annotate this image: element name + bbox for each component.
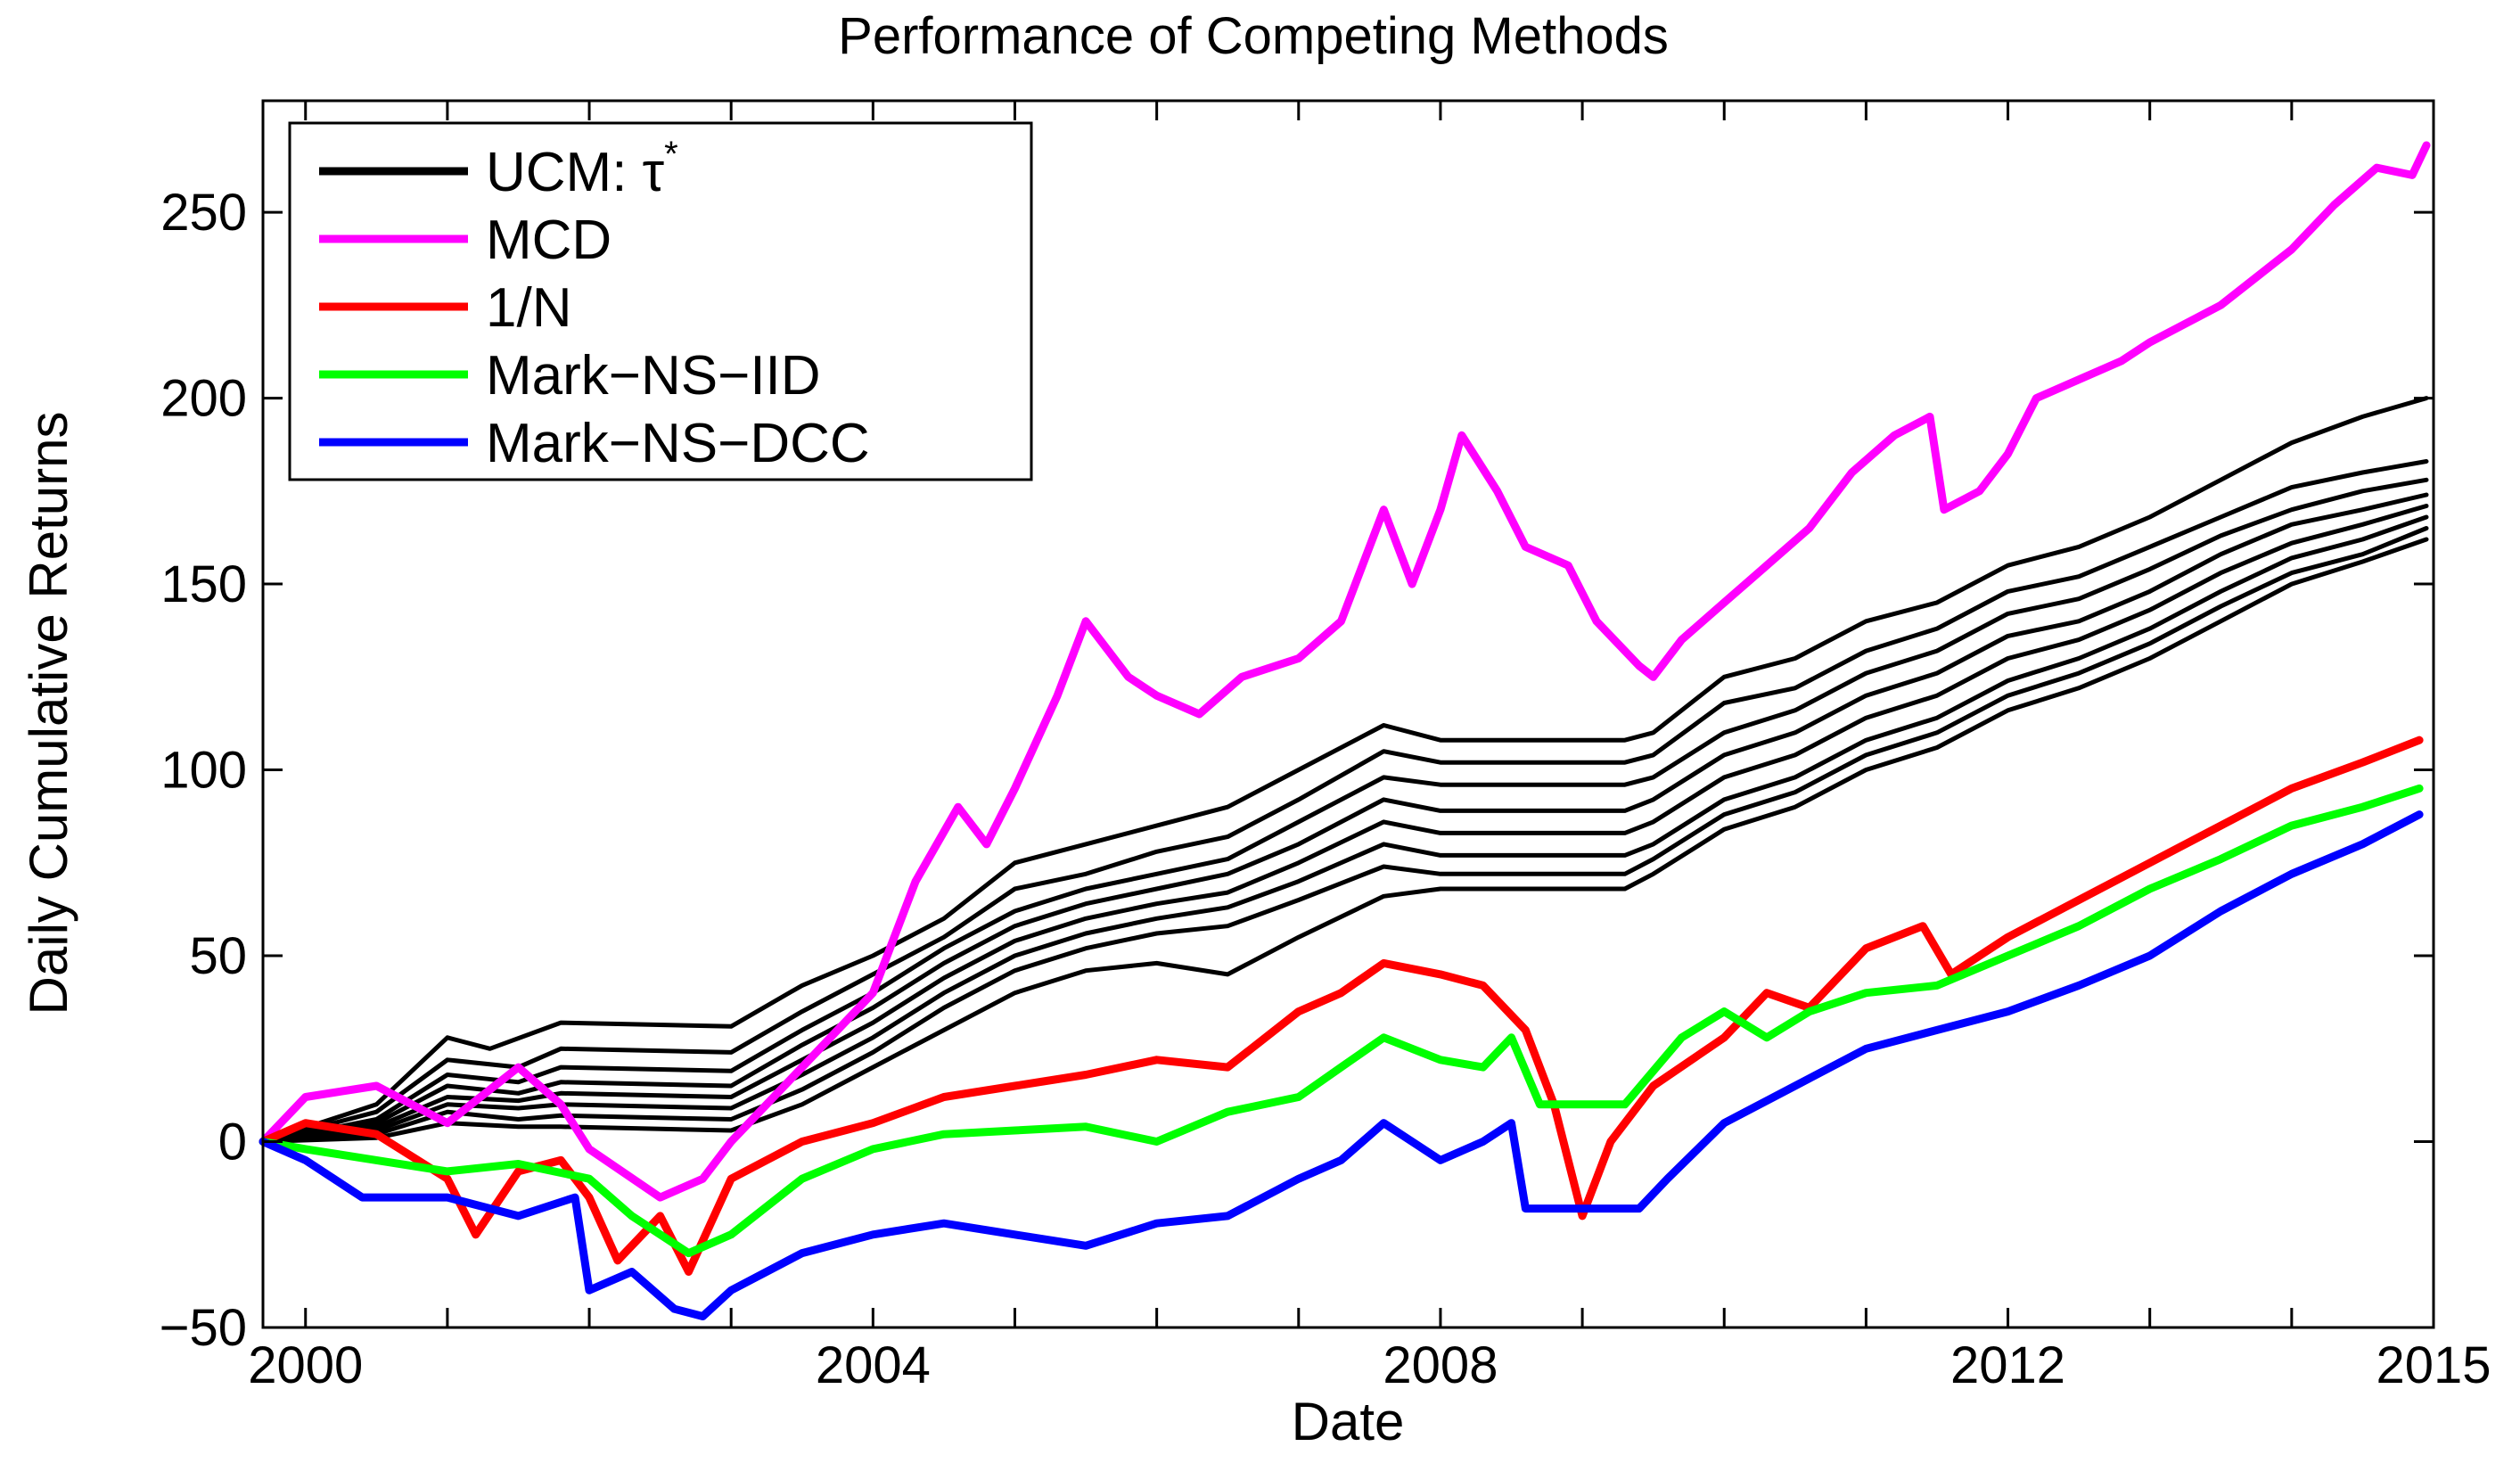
legend-entry-text: UCM: τ: [486, 142, 664, 203]
x-tick-label: 2015: [2376, 1336, 2491, 1394]
series-line-ucm-4: [260, 492, 2429, 1144]
y-tick-label: 100: [160, 742, 247, 800]
legend-box: [288, 121, 1033, 481]
y-tick-label: −50: [160, 1299, 247, 1357]
tick-layer: 2000 2004 2008 2012 2015 −50 0 50 100 150 200 250: [160, 101, 2491, 1394]
series-line-ucm-2: [260, 459, 2429, 1144]
y-tick-label: 250: [160, 184, 247, 242]
legend-entry-label: UCM: τ*: [486, 135, 678, 203]
y-tick-label: 50: [189, 927, 247, 985]
x-tick-label: 2012: [1950, 1336, 2065, 1394]
series-layer: [259, 141, 2431, 1320]
legend-entry-text: MCD: [486, 210, 612, 271]
series-line-ucm-8: [260, 537, 2429, 1144]
legend-entry-sup: *: [664, 135, 678, 174]
series-line-ucm-7: [260, 526, 2429, 1144]
x-tick-label: 2008: [1383, 1336, 1498, 1394]
y-tick-label: 0: [218, 1114, 247, 1171]
series-line-mark-ns-dcc: [259, 810, 2424, 1320]
x-axis-label: Date: [1292, 1392, 1405, 1451]
plot-frame: [261, 99, 2435, 1329]
legend-entry-label: MCD: [486, 210, 612, 271]
series-line-1-n: [259, 736, 2424, 1276]
series-line-mcd: [259, 141, 2431, 1202]
y-axis-label: Daily Cumulative Returns: [19, 412, 78, 1015]
x-tick-label: 2004: [816, 1336, 931, 1394]
chart-title: Performance of Competing Methods: [838, 7, 1669, 65]
y-tick-label: 200: [160, 370, 247, 428]
legend-entry-text: Mark−NS−DCC: [486, 413, 870, 474]
legend-entry-label: Mark−NS−IID: [486, 345, 821, 407]
series-line-ucm-5: [260, 504, 2429, 1144]
series-line-ucm-1: [260, 396, 2429, 1144]
legend-entry-label: 1/N: [486, 277, 571, 339]
x-tick-label: 2000: [248, 1336, 363, 1394]
y-tick-label: 150: [160, 555, 247, 613]
series-line-mark-ns-iid: [259, 784, 2424, 1258]
legend-entry-label: Mark−NS−DCC: [486, 413, 870, 474]
series-line-ucm-3: [260, 477, 2429, 1144]
legend-entry-text: Mark−NS−IID: [486, 345, 821, 407]
series-line-ucm-6: [260, 514, 2429, 1144]
legend-entry-text: 1/N: [486, 277, 571, 339]
